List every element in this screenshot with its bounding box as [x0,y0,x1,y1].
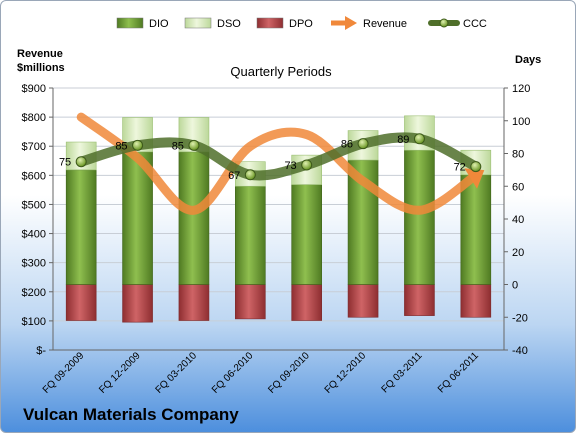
ccc-point [132,139,144,151]
ccc-line [76,132,481,181]
y-right-tick-label: 40 [512,214,524,226]
y-left-tick-label: $800 [22,112,46,124]
bar-dio [404,149,435,285]
bar-dio [460,174,492,285]
bar-dpo [460,284,492,318]
legend-label-dso: DSO [217,18,241,30]
legend-label-ccc: CCC [463,18,487,30]
x-tick-label: FQ 12-2009 [97,350,143,396]
ccc-point [413,133,425,145]
company-name: Vulcan Materials Company [23,405,239,424]
y-right-tick-label: 0 [512,280,518,292]
x-tick-label: FQ 03-2011 [380,350,425,395]
bar-dio [65,169,97,285]
y-left-tick-label: $700 [22,141,46,153]
y-right-tick-label: -40 [512,345,528,357]
ccc-data-label: 72 [454,162,466,174]
legend-label-dio: DIO [149,18,169,30]
legend-swatch-dpo [256,17,284,29]
y-left-tick-label: $100 [22,316,46,328]
legend: DIO DSO DPO Revenue CCC [116,16,487,30]
y-left-tick-label: $400 [22,229,46,241]
gridlines [53,87,504,351]
ccc-point [470,161,482,173]
bar-dpo [235,284,266,320]
ccc-data-label: 85 [172,140,184,152]
ccc-data-label: 73 [284,160,296,172]
y-right-tick-label: 60 [512,181,524,193]
y-left-tick-label: $- [36,345,46,357]
revenue-line [76,112,481,215]
x-tick-label: FQ 06-2011 [436,350,481,395]
legend-swatch-dso [184,17,212,29]
chart-title: Quarterly Periods [230,64,332,79]
bar-dio [235,185,266,285]
x-tick-label: FQ 06-2010 [210,350,256,396]
bar-dpo [178,284,210,321]
bar-dpo [291,284,322,321]
bar-dio [178,151,210,285]
x-tick-label: FQ 12-2010 [323,350,369,396]
y-right-tick-label: -20 [512,312,528,324]
ccc-data-label: 67 [228,170,240,182]
ccc-point [75,156,87,168]
ccc-data-label: 75 [59,157,71,169]
y-left-tick-label: $900 [22,83,46,95]
y-right-tick-label: 120 [512,83,530,95]
ccc-point [244,169,256,181]
x-tick-label: FQ 09-2010 [266,350,312,396]
x-tick-label: FQ 09-2009 [41,350,87,396]
y-left-tick-label: $300 [22,258,46,270]
y-left-label-line1: Revenue [17,48,63,60]
ccc-point [301,159,313,171]
y-left-tick-label: $200 [22,287,46,299]
ccc-data-label: 85 [115,140,127,152]
ccc-point [188,139,200,151]
ccc-data-label: 86 [341,139,353,151]
bar-dio [291,184,322,285]
ccc-data-label: 89 [397,134,409,146]
revenue-arrowhead [464,168,485,189]
x-tick-label: FQ 03-2010 [154,350,200,396]
legend-label-dpo: DPO [289,18,313,30]
legend-label-revenue: Revenue [363,18,407,30]
bar-dpo [122,284,153,323]
bar-dpo [404,284,435,316]
line-series: 75 85 85 67 73 86 89 72 [59,112,485,215]
y-right-tick-label: 100 [512,116,530,128]
legend-arrowhead [345,16,357,30]
y-left-tick-label: $500 [22,199,46,211]
legend-marker-ccc [439,18,449,28]
y-right-tick-label: 20 [512,247,524,259]
y-left-tick-label: $600 [22,170,46,182]
y-right-tick-label: 80 [512,149,524,161]
y-right-label: Days [515,54,541,66]
bar-dpo [65,284,97,321]
legend-swatch-dio [116,17,144,29]
bar-dpo [347,284,379,318]
y-left-label-line2: $millions [17,62,65,74]
ccc-point [357,138,369,150]
